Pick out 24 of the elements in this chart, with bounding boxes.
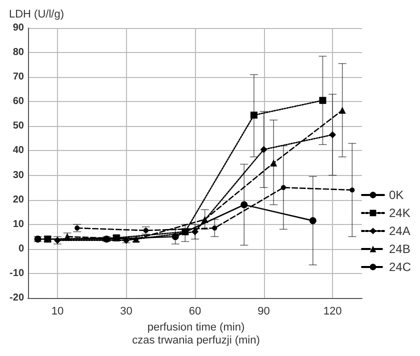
y-axis-title: LDH (U/l/g) [9,8,64,20]
x-axis-title: perfusion time (min) czas trwania perfuzji (min) [132,322,260,346]
legend-label: 24K [388,206,410,220]
y-tick-label: 80 [12,47,24,58]
y-tick-label: 70 [12,72,24,83]
x-tick-label: 120 [323,306,342,318]
y-tick-label: -10 [10,268,24,279]
x-tick-label: 30 [120,306,132,318]
y-tick-label: 50 [12,120,24,132]
y-tick-label: 10 [12,218,24,230]
y-tick-label: 90 [12,22,24,34]
x-tick-label: 10 [51,306,64,318]
legend-label: 0K [388,188,404,202]
x-tick-label: 90 [258,306,270,318]
legend-label: 24B [388,242,410,256]
legend-label: 24C [388,260,412,274]
x-tick-label: 60 [188,306,202,318]
y-tick-label: 0 [18,243,24,254]
y-tick-label: 60 [12,96,24,108]
y-tick-label: -20 [10,292,24,304]
y-tick-label: 30 [12,170,24,181]
y-tick-label: 20 [12,194,24,206]
y-tick-label: 40 [12,145,24,156]
legend-label: 24A [388,224,410,238]
